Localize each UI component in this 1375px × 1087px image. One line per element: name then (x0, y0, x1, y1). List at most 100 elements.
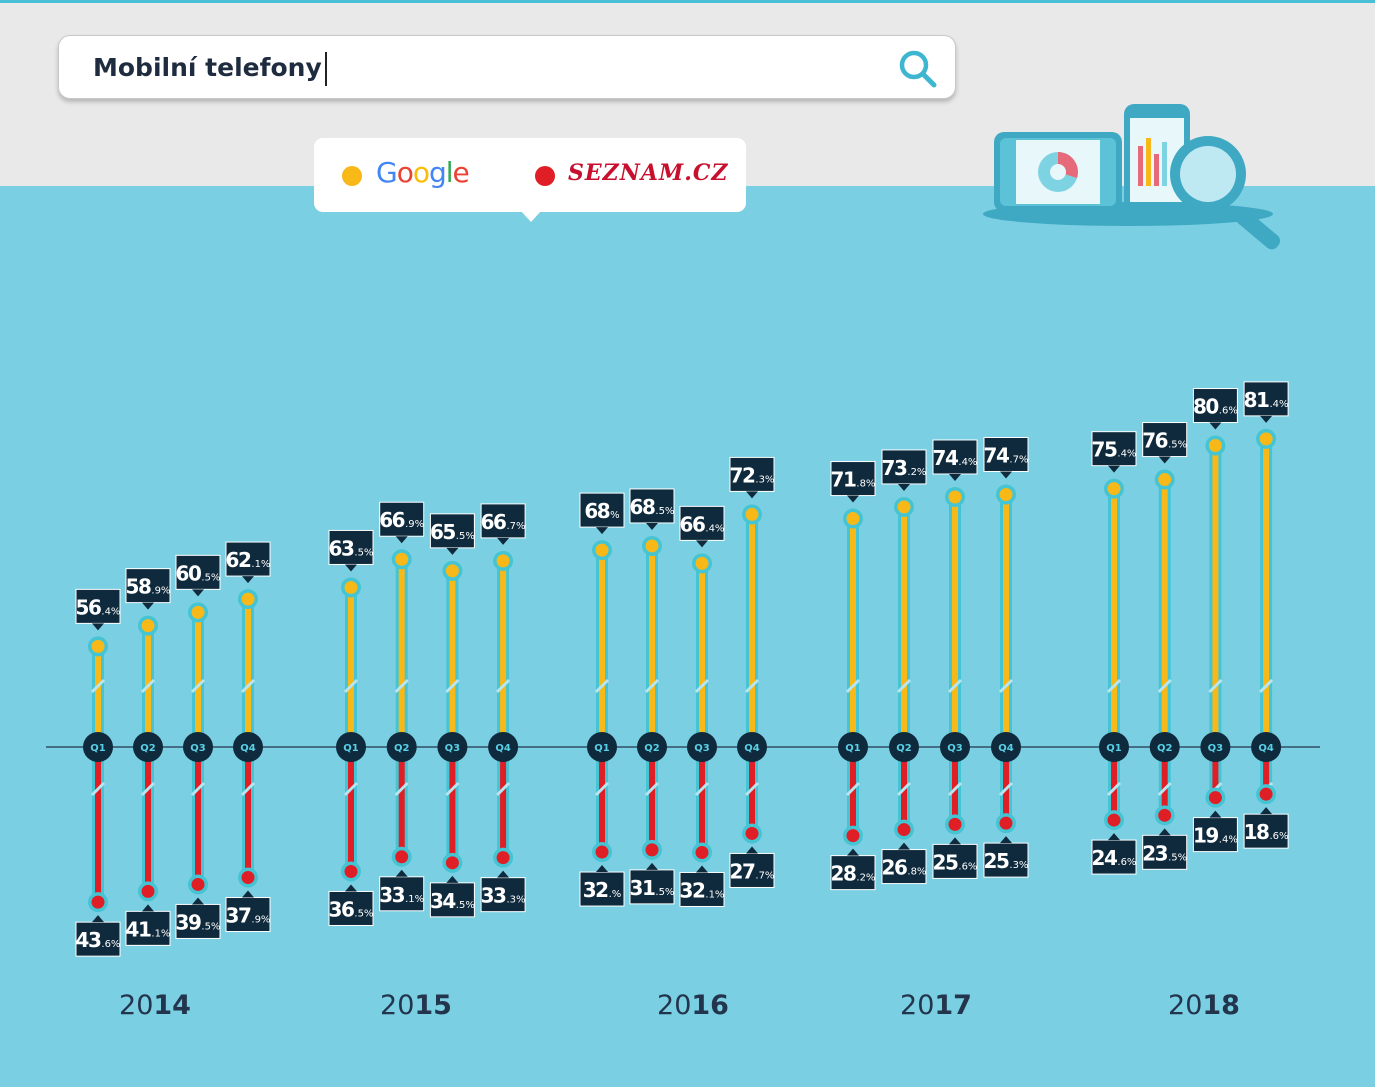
quarter-label: Q1 (1106, 743, 1122, 754)
seznam-value-label: 26.8% (881, 842, 927, 885)
search-box[interactable]: Mobilní telefony (58, 35, 956, 99)
seznam-bar (500, 747, 507, 858)
search-input-value[interactable]: Mobilní telefony (93, 53, 322, 82)
google-bar (749, 514, 755, 747)
google-bar (850, 518, 856, 747)
search-icon[interactable] (897, 48, 937, 88)
seznam-point (445, 856, 459, 870)
axis-break-mark (1208, 678, 1223, 694)
axis-break-mark (343, 678, 359, 694)
svg-text:68.5%: 68.5% (630, 495, 675, 519)
google-bar (500, 560, 507, 747)
svg-text:66.7%: 66.7% (481, 510, 526, 534)
quarter-chip (133, 732, 163, 762)
google-bar (195, 612, 201, 747)
quarter-chip (1251, 732, 1282, 762)
axis-break-mark (445, 781, 460, 797)
axis-break-mark (1259, 678, 1274, 694)
axis-break-mark (694, 781, 710, 797)
seznam-bar (145, 747, 151, 892)
seznam-point (191, 877, 205, 891)
google-bar (901, 506, 907, 747)
axis-break-mark (644, 781, 660, 797)
quarter-chip (488, 732, 519, 762)
quarter-chip (889, 732, 919, 762)
svg-text:76.5%: 76.5% (1142, 429, 1187, 453)
quarter-chip (386, 732, 417, 762)
seznam-point (141, 884, 155, 898)
seznam-point (695, 845, 709, 859)
seznam-bar (699, 747, 705, 853)
axis-break-mark (140, 678, 156, 694)
google-value-label: 65.5% (429, 513, 475, 555)
svg-text:24.6%: 24.6% (1092, 846, 1137, 870)
axis-break-mark (744, 781, 760, 797)
axis-break-mark (744, 678, 760, 694)
seznam-value-label: 36.5% (328, 884, 374, 926)
google-value-label: 75.4% (1091, 431, 1137, 473)
axis-break-mark (1106, 678, 1122, 694)
seznam-point (241, 871, 255, 885)
svg-text:63.5%: 63.5% (329, 536, 374, 560)
google-point (897, 500, 911, 514)
seznam-value-label: 28.2% (830, 848, 876, 891)
svg-text:18.6%: 18.6% (1244, 820, 1289, 844)
svg-text:62.1%: 62.1% (226, 548, 271, 572)
seznam-bar (599, 747, 605, 853)
google-point (344, 580, 358, 594)
quarter-label: Q2 (140, 743, 156, 754)
google-value-label: 56.4% (75, 588, 121, 631)
quarter-chip (1200, 732, 1231, 762)
google-value-label: 68.5% (629, 488, 675, 530)
google-value-label: 74.4% (932, 439, 978, 481)
google-point (846, 512, 860, 526)
seznam-value-label: 18.6% (1243, 807, 1289, 849)
google-point (695, 556, 709, 570)
seznam-point (897, 823, 911, 837)
google-value-label: 66.9% (379, 501, 425, 544)
axis-break-mark (1157, 781, 1172, 797)
svg-text:72.3%: 72.3% (730, 463, 775, 487)
seznam-legend-label: SEZNAM.CZ (568, 160, 729, 186)
google-value-label: 76.5% (1142, 422, 1188, 464)
axis-break-mark (644, 678, 660, 694)
seznam-point (395, 850, 409, 864)
google-value-label: 62.1% (225, 541, 271, 584)
google-point (1208, 439, 1222, 453)
svg-text:25.6%: 25.6% (933, 850, 978, 874)
google-point (91, 639, 105, 653)
google-bar (1161, 479, 1168, 747)
seznam-value-label: 32.% (579, 865, 625, 907)
axis-break-mark (998, 781, 1014, 797)
google-value-label: 68% (579, 492, 625, 535)
google-point (1107, 482, 1121, 496)
google-bar (449, 570, 456, 747)
seznam-point (1107, 813, 1121, 827)
axis-break-mark (240, 678, 256, 694)
google-bar (95, 646, 101, 747)
quarter-label: Q4 (1258, 743, 1274, 754)
quarterly-market-share-chart: 56.4% 43.6% Q1 58.9% 41.1% Q2 60.5% 39.5% Q3 62.1… (46, 381, 1320, 957)
quarter-chip (83, 732, 113, 762)
google-bar (1263, 438, 1270, 747)
google-point (745, 507, 759, 521)
seznam-value-label: 31.5% (629, 862, 675, 905)
seznam-value-label: 19.4% (1192, 810, 1238, 853)
quarter-label: Q3 (1208, 743, 1224, 754)
google-bar (952, 496, 958, 747)
quarter-label: Q2 (394, 743, 410, 754)
svg-text:73.2%: 73.2% (882, 456, 927, 480)
seznam-bar (649, 747, 655, 850)
google-point (999, 487, 1013, 501)
year-label: 2017 (900, 990, 972, 1021)
svg-text:58.9%: 58.9% (126, 575, 171, 599)
quarter-chip (991, 732, 1021, 762)
svg-text:31.5%: 31.5% (630, 876, 675, 900)
axis-break-mark (845, 678, 861, 694)
google-point (395, 552, 409, 566)
seznam-value-label: 24.6% (1091, 833, 1137, 875)
quarter-chip (940, 732, 970, 762)
seznam-point (745, 826, 759, 840)
axis-break-mark (90, 781, 106, 797)
google-point (241, 592, 255, 606)
